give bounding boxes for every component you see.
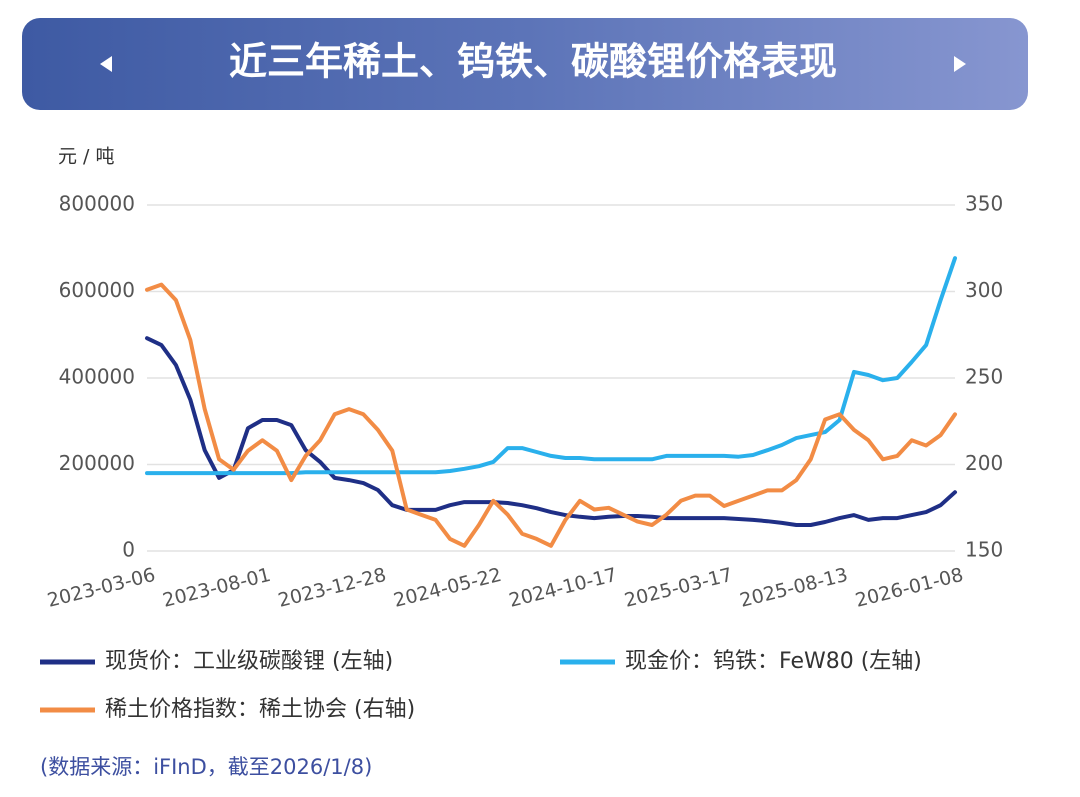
y2-tick-label: 300 xyxy=(965,278,1003,302)
x-tick-label: 2023-08-01 xyxy=(161,564,273,612)
x-tick-label: 2023-03-06 xyxy=(45,564,157,612)
y-tick-label: 0 xyxy=(122,538,135,562)
y-tick-label: 600000 xyxy=(59,278,135,302)
series-line xyxy=(145,282,957,548)
legend-label: 现货价：工业级碳酸锂 (左轴) xyxy=(105,649,393,674)
series-line xyxy=(145,256,957,476)
y-tick-label: 800000 xyxy=(59,192,135,216)
title-arrow-right xyxy=(954,56,966,72)
title-arrow-left xyxy=(100,56,112,72)
series-line xyxy=(145,336,957,527)
legend-label: 稀土价格指数：稀土协会 (右轴) xyxy=(105,697,415,722)
y-tick-label: 200000 xyxy=(59,451,135,475)
title-banner xyxy=(22,18,1028,110)
y-axis-unit: 元 / 吨 xyxy=(58,146,114,168)
y2-tick-label: 250 xyxy=(965,365,1003,389)
y2-tick-label: 150 xyxy=(965,538,1003,562)
x-tick-label: 2025-03-17 xyxy=(622,564,734,612)
x-tick-label: 2024-10-17 xyxy=(507,564,619,612)
y2-tick-label: 200 xyxy=(965,451,1003,475)
chart-title: 近三年稀土、钨铁、碳酸锂价格表现 xyxy=(229,40,837,84)
x-tick-label: 2025-08-13 xyxy=(738,564,850,612)
x-tick-label: 2026-01-08 xyxy=(853,564,965,612)
x-tick-label: 2024-05-22 xyxy=(391,564,503,612)
x-tick-label: 2023-12-28 xyxy=(276,564,388,612)
source-note: (数据来源：iFInD，截至2026/1/8) xyxy=(40,755,372,779)
legend-label: 现金价：钨铁：FeW80 (左轴) xyxy=(625,649,922,674)
y-tick-label: 400000 xyxy=(59,365,135,389)
y2-tick-label: 350 xyxy=(965,192,1003,216)
